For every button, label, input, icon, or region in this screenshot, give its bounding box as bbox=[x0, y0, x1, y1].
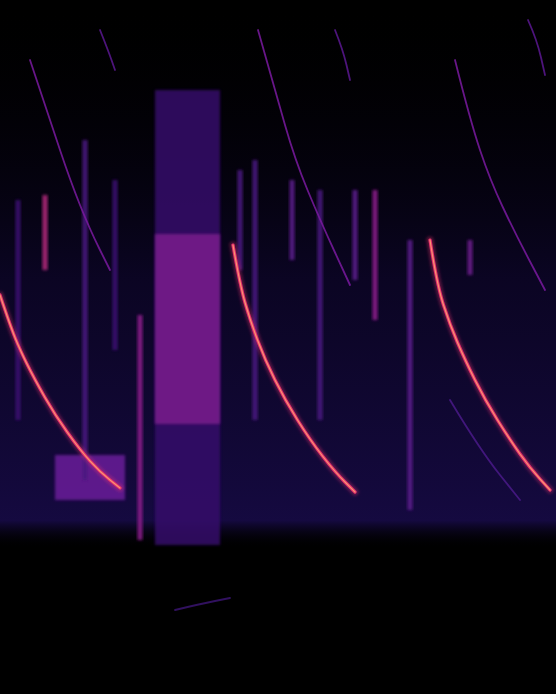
click bbox=[468, 240, 473, 275]
call-glow bbox=[0, 295, 120, 488]
noise-band bbox=[155, 234, 220, 424]
click bbox=[43, 195, 48, 270]
click bbox=[373, 190, 378, 320]
call-sweep bbox=[430, 240, 550, 490]
call-core bbox=[430, 240, 550, 490]
background bbox=[0, 0, 556, 694]
call-sweep bbox=[233, 245, 355, 492]
spectrogram bbox=[0, 0, 556, 694]
click bbox=[253, 160, 258, 420]
click bbox=[113, 180, 118, 350]
call-core bbox=[233, 245, 355, 492]
noise-floor bbox=[0, 0, 556, 694]
harmonic-sweep bbox=[528, 20, 545, 75]
call-sweep bbox=[0, 295, 120, 488]
noise-band bbox=[155, 90, 220, 545]
harmonic-sweep bbox=[100, 30, 115, 70]
harmonic-sweep bbox=[335, 30, 350, 80]
click bbox=[408, 240, 413, 510]
click bbox=[83, 140, 88, 480]
call-glow bbox=[430, 240, 550, 490]
click bbox=[353, 190, 358, 280]
call-core bbox=[0, 295, 120, 488]
call-glow bbox=[233, 245, 355, 492]
harmonic-sweep bbox=[450, 400, 520, 500]
click bbox=[138, 315, 143, 540]
click bbox=[16, 200, 21, 420]
harmonic-sweep bbox=[30, 60, 110, 270]
plot-area bbox=[0, 20, 550, 610]
click bbox=[290, 180, 295, 260]
harmonic-sweep bbox=[175, 598, 230, 610]
harmonic-sweep bbox=[455, 60, 545, 290]
harmonic-sweep bbox=[258, 30, 350, 285]
